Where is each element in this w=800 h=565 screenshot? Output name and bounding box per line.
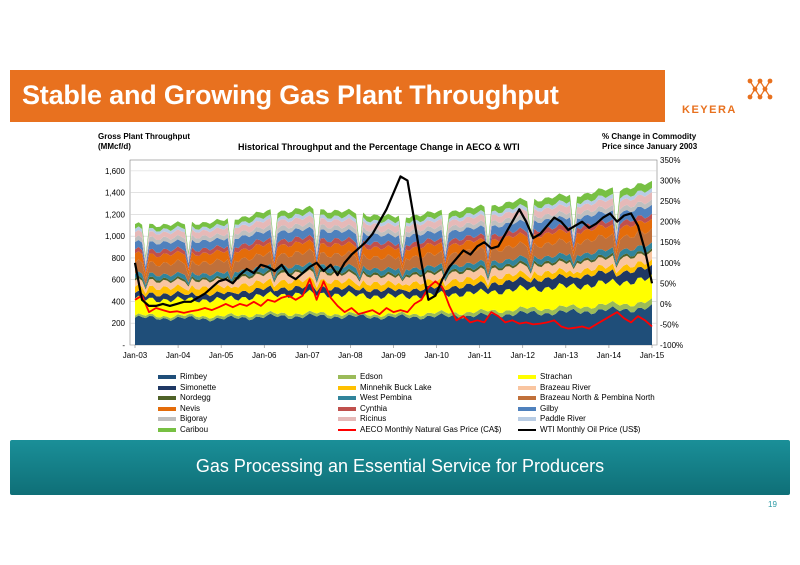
legend-label: Bigoray [180, 414, 208, 423]
chart-title: Historical Throughput and the Percentage… [238, 142, 520, 152]
legend-swatch [518, 385, 536, 390]
legend-swatch [338, 396, 356, 400]
title-band: Stable and Growing Gas Plant Throughput [10, 70, 790, 122]
legend-label: Strachan [540, 372, 573, 381]
legend-label: Brazeau North & Pembina North [540, 393, 655, 402]
legend-swatch [158, 396, 176, 400]
legend-label: WTI Monthly Oil Price (US$) [540, 424, 641, 434]
y-right-tick-label: 100% [660, 259, 680, 268]
area-edson [135, 298, 652, 322]
area-ricinus [135, 192, 652, 265]
legend-swatch [518, 375, 536, 379]
area-paddle-river [135, 187, 652, 261]
legend-swatch [338, 417, 356, 421]
x-tick-label: Jan-09 [381, 351, 406, 360]
x-tick-label: Jan-04 [166, 351, 191, 360]
x-tick-label: Jan-14 [597, 351, 622, 360]
legend-swatch [338, 385, 356, 390]
throughput-chart: - 200 400 600 800 1,000 1,200 1,400 1,600 -100% -5… [105, 156, 683, 360]
legend-label: Nevis [180, 403, 201, 413]
area-strachan [135, 274, 652, 319]
line-aeco-monthly-natural-gas-price-ca- [134, 278, 653, 330]
y-right-tick-label: -100% [660, 341, 683, 350]
x-tick-label: Jan-05 [209, 351, 234, 360]
bottom-banner: Gas Processing an Essential Service for … [10, 440, 790, 495]
legend-label: West Pembina [360, 393, 412, 402]
x-tick-label: Jan-15 [640, 351, 665, 360]
legend-label: Gilby [540, 403, 559, 413]
logo-icon [747, 78, 773, 100]
legend-swatch [518, 396, 536, 400]
page-number: 19 [768, 500, 777, 509]
right-axis-caption-line2: Price since January 2003 [602, 142, 698, 151]
y-left-tick-label: 600 [112, 276, 126, 285]
legend-label: Rimbey [180, 372, 208, 381]
left-axis-caption: Gross Plant Throughput (MMcf/d) [98, 132, 190, 152]
legend-swatch [338, 428, 356, 431]
area-brazeau-river [135, 250, 652, 294]
legend-swatch [518, 417, 536, 421]
y-right-tick-label: 250% [660, 197, 680, 206]
legend-swatch [518, 406, 536, 411]
x-tick-label: Jan-11 [468, 351, 492, 360]
area-caribou [135, 180, 652, 259]
legend-swatch [158, 417, 176, 421]
y-left-tick-label: 1,000 [105, 232, 126, 241]
y-right-tick-label: 350% [660, 156, 680, 165]
x-tick-label: Jan-03 [123, 351, 148, 360]
legend-swatch [338, 375, 356, 379]
banner-text: Gas Processing an Essential Service for … [195, 456, 605, 476]
y-left-tick-label: 200 [112, 319, 126, 328]
right-axis-caption: % Change in Commodity Price since Januar… [602, 132, 697, 152]
x-tick-label: Jan-13 [554, 351, 579, 360]
y-left-tick-label: 400 [112, 297, 126, 306]
legend-label: Cynthia [360, 403, 388, 413]
y-left-tick-label: - [122, 341, 125, 350]
legend-label: Simonette [180, 382, 217, 392]
legend-swatch [518, 428, 536, 431]
area-nevis [135, 218, 652, 280]
y-right-tick-label: 0% [660, 300, 672, 309]
legend-swatch [158, 406, 176, 411]
area-simonette [135, 264, 652, 303]
page-title: Stable and Growing Gas Plant Throughput [22, 80, 559, 110]
y-left-tick-label: 1,200 [105, 210, 126, 219]
legend-swatch [338, 406, 356, 411]
x-tick-label: Jan-12 [511, 351, 536, 360]
legend-label: Paddle River [540, 414, 586, 423]
area-rimbey [135, 304, 652, 345]
legend-label: Brazeau River [540, 382, 591, 392]
x-tick-label: Jan-06 [252, 351, 277, 360]
y-right-tick-label: 150% [660, 238, 680, 247]
legend-swatch [158, 427, 176, 432]
area-gilby [135, 204, 652, 272]
legend-label: AECO Monthly Natural Gas Price (CA$) [360, 424, 502, 434]
logo-text: KEYERA [682, 104, 737, 116]
y-right-tick-label: 200% [660, 218, 680, 227]
legend-label: Minnehik Buck Lake [360, 382, 432, 392]
y-left-tick-label: 1,600 [105, 167, 126, 176]
right-axis-caption-line1: % Change in Commodity [602, 132, 697, 141]
left-axis-caption-line1: Gross Plant Throughput [98, 132, 190, 141]
y-left-tick-label: 800 [112, 254, 126, 263]
y-right-tick-label: -50% [660, 320, 679, 329]
y-left-tick-label: 1,400 [105, 189, 126, 198]
line-wti-monthly-oil-price-us- [133, 175, 654, 307]
left-axis-caption-line2: (MMcf/d) [98, 142, 131, 151]
x-tick-label: Jan-10 [424, 351, 449, 360]
x-tick-label: Jan-08 [338, 351, 363, 360]
legend-swatch [158, 385, 176, 390]
legend-label: Ricinus [360, 414, 387, 423]
y-right-tick-label: 50% [660, 279, 676, 288]
area-minnehik-buck-lake [135, 259, 652, 298]
legend-swatch [158, 375, 176, 379]
y-right-tick-label: 300% [660, 177, 680, 186]
legend-label: Caribou [180, 424, 209, 434]
legend-label: Edson [360, 372, 383, 381]
legend-label: Nordegg [180, 393, 211, 402]
x-tick-label: Jan-07 [295, 351, 320, 360]
